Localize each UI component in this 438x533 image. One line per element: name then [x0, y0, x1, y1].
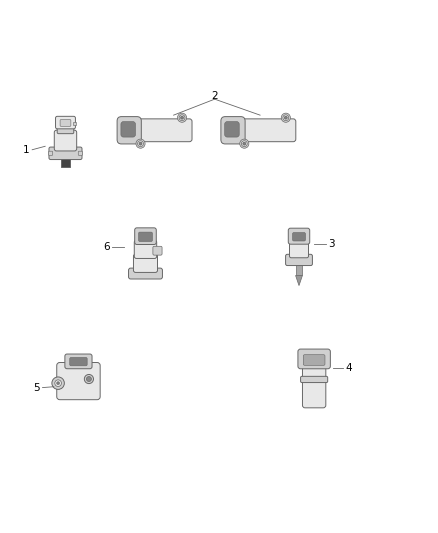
FancyBboxPatch shape: [49, 151, 53, 156]
FancyBboxPatch shape: [286, 254, 312, 265]
Bar: [61, 158, 70, 167]
Text: 6: 6: [103, 242, 110, 252]
Bar: [73, 122, 76, 125]
Text: 3: 3: [328, 239, 335, 248]
FancyBboxPatch shape: [293, 232, 305, 241]
FancyBboxPatch shape: [133, 119, 192, 142]
FancyBboxPatch shape: [138, 232, 152, 241]
FancyBboxPatch shape: [135, 228, 156, 245]
Circle shape: [138, 141, 143, 147]
FancyBboxPatch shape: [153, 246, 162, 255]
Circle shape: [179, 115, 185, 120]
FancyBboxPatch shape: [221, 117, 245, 144]
Circle shape: [136, 139, 145, 148]
FancyBboxPatch shape: [237, 119, 296, 142]
FancyBboxPatch shape: [298, 349, 330, 369]
Circle shape: [240, 139, 249, 148]
Circle shape: [281, 113, 290, 122]
Text: 2: 2: [212, 91, 218, 101]
FancyBboxPatch shape: [54, 130, 77, 151]
FancyBboxPatch shape: [65, 354, 92, 369]
Circle shape: [55, 380, 61, 386]
FancyBboxPatch shape: [57, 125, 74, 134]
FancyBboxPatch shape: [121, 122, 135, 137]
Circle shape: [177, 113, 187, 122]
FancyBboxPatch shape: [78, 151, 82, 156]
Circle shape: [243, 142, 246, 145]
Text: 1: 1: [23, 145, 30, 155]
FancyBboxPatch shape: [303, 362, 326, 408]
FancyBboxPatch shape: [70, 358, 87, 366]
FancyBboxPatch shape: [134, 240, 157, 259]
FancyBboxPatch shape: [300, 376, 328, 383]
FancyBboxPatch shape: [57, 362, 100, 400]
Circle shape: [52, 377, 64, 390]
Circle shape: [85, 375, 93, 384]
FancyBboxPatch shape: [117, 117, 141, 144]
FancyBboxPatch shape: [225, 122, 239, 137]
Circle shape: [139, 142, 142, 145]
Circle shape: [284, 116, 287, 119]
Text: 4: 4: [346, 363, 352, 373]
FancyBboxPatch shape: [288, 228, 310, 244]
Circle shape: [283, 115, 289, 120]
Circle shape: [180, 116, 184, 119]
FancyBboxPatch shape: [49, 147, 82, 159]
FancyBboxPatch shape: [128, 268, 162, 279]
Bar: [296, 264, 302, 276]
Polygon shape: [296, 276, 302, 286]
Text: 5: 5: [33, 383, 40, 393]
FancyBboxPatch shape: [60, 119, 71, 126]
Circle shape: [57, 382, 60, 385]
FancyBboxPatch shape: [290, 240, 308, 258]
Circle shape: [241, 141, 247, 147]
FancyBboxPatch shape: [134, 254, 158, 272]
FancyBboxPatch shape: [56, 116, 75, 129]
Circle shape: [86, 376, 92, 382]
FancyBboxPatch shape: [303, 355, 325, 365]
